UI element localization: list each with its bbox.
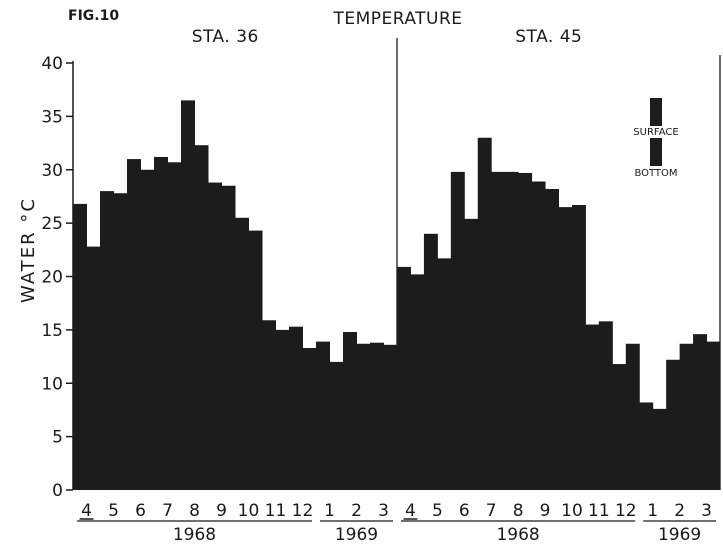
bar-surface xyxy=(693,334,708,490)
bar-bottom xyxy=(167,162,182,490)
bar-bottom xyxy=(113,193,128,491)
bar-surface xyxy=(504,171,519,490)
bar-surface xyxy=(639,402,654,490)
month-label: 3 xyxy=(701,501,712,521)
month-label: 6 xyxy=(135,501,146,521)
year-label: 1969 xyxy=(658,525,701,545)
bar-surface xyxy=(477,137,492,490)
bar-surface xyxy=(235,217,249,490)
chart-title: TEMPERATURE xyxy=(332,9,462,29)
month-label: 9 xyxy=(540,501,551,521)
bar-surface xyxy=(558,207,573,491)
month-label: 5 xyxy=(108,501,119,521)
month-label: 7 xyxy=(486,501,497,521)
bar-bottom xyxy=(571,204,586,491)
bar-surface xyxy=(450,171,465,490)
bar-bottom xyxy=(491,171,506,490)
bar-bottom xyxy=(302,348,317,490)
bar-bottom xyxy=(410,274,425,490)
month-label: 11 xyxy=(588,501,610,521)
month-label: 12 xyxy=(615,501,637,521)
month-label: 12 xyxy=(292,501,314,521)
month-label: 1 xyxy=(324,501,335,521)
month-label: 4 xyxy=(81,501,92,521)
bar-bottom xyxy=(545,188,559,490)
month-label: 10 xyxy=(238,501,260,521)
y-tick-label: 5 xyxy=(52,428,63,448)
bar-surface xyxy=(262,320,276,490)
y-tick-label: 10 xyxy=(41,374,63,394)
year-label: 1968 xyxy=(173,525,216,545)
bar-bottom xyxy=(248,230,263,490)
bar-bottom xyxy=(275,329,290,490)
y-tick-label: 20 xyxy=(41,268,63,288)
y-axis-label: WATER °C xyxy=(18,197,39,303)
bar-bottom xyxy=(464,218,479,491)
bar-surface xyxy=(289,326,303,490)
month-label: 3 xyxy=(378,501,389,521)
bar-surface xyxy=(585,324,600,490)
legend-swatch-surface xyxy=(650,98,662,126)
month-label: 11 xyxy=(265,501,287,521)
bar-surface xyxy=(316,341,330,490)
bar-surface xyxy=(666,359,681,490)
y-tick-label: 30 xyxy=(41,161,63,181)
y-tick-label: 25 xyxy=(41,214,63,234)
bar-bottom xyxy=(86,246,101,490)
station-label-1: STA. 45 xyxy=(515,27,582,47)
bar-surface xyxy=(208,182,222,490)
bar-bottom xyxy=(140,169,155,490)
legend-swatch-bottom xyxy=(650,138,662,166)
bar-surface xyxy=(154,156,168,490)
year-label: 1968 xyxy=(496,525,539,545)
month-label: 6 xyxy=(459,501,470,521)
bar-bottom xyxy=(652,408,667,490)
bar-surface xyxy=(181,100,195,491)
bar-surface xyxy=(531,181,546,490)
month-label: 10 xyxy=(561,501,583,521)
year-label: 1969 xyxy=(335,525,378,545)
bar-surface xyxy=(423,233,438,491)
bar-surface xyxy=(100,191,114,490)
bar-bottom xyxy=(625,343,640,490)
bar-surface xyxy=(73,203,87,490)
bar-surface xyxy=(127,159,141,490)
month-label: 7 xyxy=(162,501,173,521)
y-tick-label: 0 xyxy=(52,481,63,501)
bar-bottom xyxy=(706,341,721,490)
bar-surface xyxy=(343,332,357,490)
figure-label: FIG.10 xyxy=(68,8,119,24)
bar-bottom xyxy=(679,343,694,490)
month-label: 4 xyxy=(405,501,416,521)
month-label: 2 xyxy=(674,501,685,521)
month-label: 2 xyxy=(351,501,362,521)
month-label: 8 xyxy=(513,501,524,521)
bar-bottom xyxy=(356,343,371,490)
month-label: 9 xyxy=(216,501,227,521)
month-label: 8 xyxy=(189,501,200,521)
legend-label-bottom: BOTTOM xyxy=(634,168,677,179)
y-tick-label: 15 xyxy=(41,321,63,341)
month-label: 1 xyxy=(647,501,658,521)
bar-bottom xyxy=(221,185,236,490)
bar-surface xyxy=(397,266,411,490)
y-tick-label: 40 xyxy=(41,54,63,74)
station-label-0: STA. 36 xyxy=(192,27,259,47)
month-label: 5 xyxy=(432,501,443,521)
bar-bottom xyxy=(518,172,533,490)
bar-surface xyxy=(612,364,627,490)
bar-surface xyxy=(370,342,384,490)
bar-bottom xyxy=(437,258,452,490)
legend-label-surface: SURFACE xyxy=(633,127,678,138)
bar-bottom xyxy=(598,321,613,490)
y-tick-label: 35 xyxy=(41,107,63,127)
bar-bottom xyxy=(329,361,344,490)
bar-bottom xyxy=(383,344,398,490)
bar-bottom xyxy=(194,145,209,490)
